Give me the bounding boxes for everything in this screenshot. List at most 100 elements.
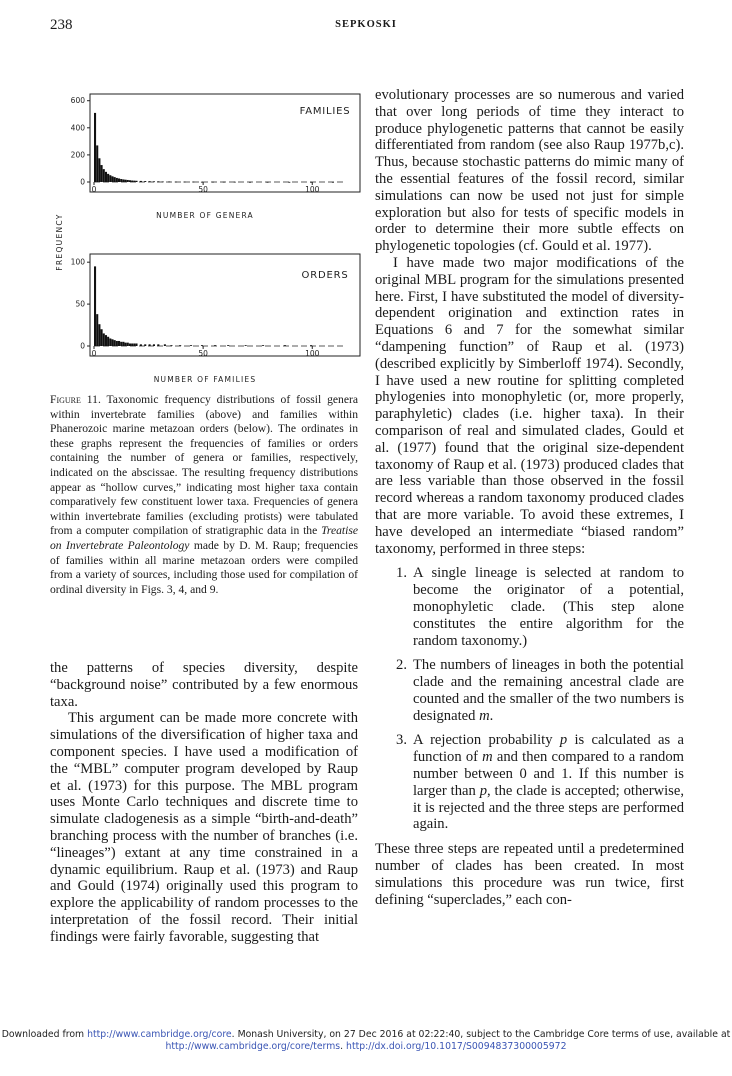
histogram-bar: [139, 180, 142, 182]
list-item: 2. The numbers of lineages in both the p…: [375, 657, 684, 724]
histogram-bar: [122, 341, 125, 346]
y-tick-label: 200: [71, 150, 86, 159]
caption-label: Figure 11.: [50, 393, 101, 406]
figure-11: FREQUENCY FAMILIES NUMBER OF GENERA 0 200…: [40, 80, 370, 390]
step-text-part: A rejection probability: [413, 732, 553, 749]
histogram-bar: [100, 329, 103, 346]
histogram-bar: [144, 181, 147, 182]
histogram-bar: [94, 112, 97, 182]
caption-italic-title: Treatise on Invertebrate Paleontology: [50, 524, 358, 552]
variable: p: [559, 732, 568, 749]
variable: m: [482, 749, 493, 766]
x-tick-label: 0: [92, 349, 97, 358]
step-text-part: The numbers of lineages in both the pote…: [413, 657, 684, 724]
histogram-bar: [111, 339, 114, 346]
histogram-bar: [179, 345, 182, 346]
histogram-bar: [126, 179, 129, 182]
histogram-bar: [131, 343, 134, 346]
variable: p: [479, 782, 487, 799]
paragraph: These three steps are repeated until a p…: [375, 841, 684, 908]
histogram-bar: [122, 179, 125, 182]
panel-orders: ORDERS NUMBER OF FAMILIES 0 50 100 0 50 100: [71, 253, 361, 384]
histogram-bar: [248, 181, 252, 183]
footer-link[interactable]: http://www.cambridge.org/core/terms: [165, 1041, 341, 1052]
figure-caption: Figure 11. Taxonomic frequency distribut…: [50, 393, 358, 597]
x-tick-label: 100: [305, 185, 320, 194]
steps-list: 1. A single lineage is selected at rando…: [375, 565, 684, 833]
histogram-bar: [266, 181, 269, 183]
histogram-bar: [144, 344, 147, 346]
histogram-bar: [135, 343, 138, 346]
histogram-bar: [133, 343, 136, 346]
histogram-bar: [148, 181, 151, 182]
histogram-bar: [190, 345, 193, 346]
footer-link[interactable]: http://www.cambridge.org/core: [87, 1029, 232, 1040]
y-tick-label: 600: [71, 96, 86, 105]
list-item: 1. A single lineage is selected at rando…: [375, 565, 684, 649]
histogram-bar: [118, 340, 121, 346]
step-number: 3.: [396, 732, 407, 749]
step-text-part: , the clade is accepted; otherwise, it i…: [413, 782, 684, 833]
x-tick-label: 100: [305, 349, 320, 358]
x-axis-label: NUMBER OF GENERA: [156, 211, 254, 220]
histogram-bar: [233, 181, 236, 183]
histogram-bar: [288, 181, 291, 183]
histogram-bar: [283, 345, 286, 346]
histogram-bar: [139, 344, 142, 346]
y-tick-label: 0: [80, 178, 85, 187]
histogram-bar: [222, 181, 225, 183]
histogram-bar: [113, 340, 116, 346]
histogram-bar: [124, 179, 127, 182]
histogram-bar: [102, 333, 105, 346]
panel-label: FAMILIES: [300, 106, 351, 117]
histogram-bar: [214, 345, 217, 346]
histogram-bar: [98, 158, 101, 182]
histogram-bar: [109, 338, 112, 346]
histogram-bar: [262, 345, 265, 346]
histogram-bar: [120, 341, 123, 346]
step-text-part: is calculated as a function of: [413, 732, 684, 766]
x-axis-label: NUMBER OF FAMILIES: [154, 375, 257, 384]
histogram-bar: [163, 344, 166, 346]
download-footer: Downloaded from http://www.cambridge.org…: [0, 1029, 732, 1053]
histogram-bar: [124, 342, 127, 346]
y-tick-label: 400: [71, 123, 86, 132]
histogram-bar: [331, 181, 334, 183]
histogram-bar: [192, 181, 195, 183]
histogram-bar: [310, 345, 313, 346]
histogram-bar: [128, 180, 131, 182]
footer-link[interactable]: http://dx.doi.org/10.1017/S0094837300005…: [346, 1041, 567, 1052]
histogram-bar: [113, 177, 116, 182]
paragraph: the patterns of species diversity, despi…: [50, 660, 358, 710]
panel-label: ORDERS: [302, 270, 349, 281]
histogram-bar: [227, 345, 230, 346]
histogram-bar: [152, 344, 156, 346]
footer-text: Downloaded from: [1, 1029, 85, 1040]
panel-frame: [89, 93, 361, 193]
histogram-bar: [161, 181, 164, 183]
histogram-bar: [115, 177, 118, 182]
y-tick-label: 50: [75, 300, 85, 309]
left-column: the patterns of species diversity, despi…: [50, 660, 358, 946]
histogram-bar: [107, 173, 110, 182]
y-tick-label: 100: [71, 258, 86, 267]
histogram-bar: [131, 180, 134, 182]
histogram-bar: [183, 181, 186, 183]
histogram-bar: [152, 181, 156, 183]
panel-frame: [89, 253, 361, 357]
paragraph: I have made two major modifications of t…: [375, 254, 684, 557]
histogram-bar: [96, 314, 99, 346]
histogram-bar: [100, 165, 103, 182]
x-tick-label: 0: [92, 185, 97, 194]
histogram-bar: [104, 171, 107, 182]
histogram-bar: [128, 343, 131, 346]
list-item: 3. A rejection probability p is calculat…: [375, 732, 684, 833]
histogram-bar: [200, 181, 204, 183]
histogram-bar: [133, 180, 136, 182]
step-number: 1.: [396, 565, 407, 582]
footer-text: .: [340, 1041, 344, 1052]
histogram-bar: [211, 181, 214, 183]
variable: m: [479, 707, 490, 724]
histogram-bar: [111, 176, 114, 182]
histogram-bar: [104, 335, 107, 346]
